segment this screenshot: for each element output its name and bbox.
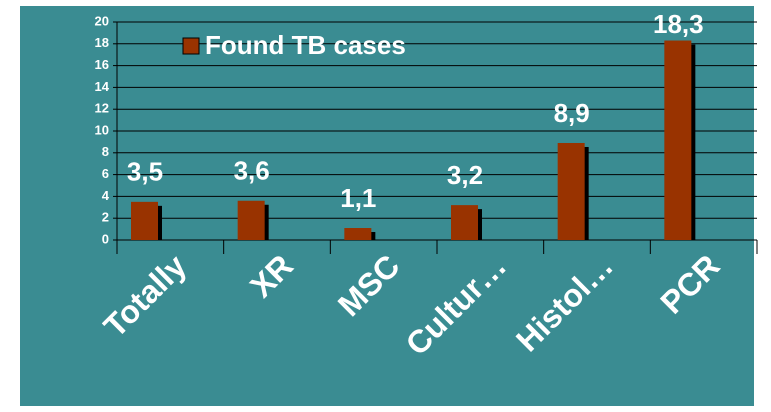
legend-label: Found TB cases [205,30,406,60]
y-tick-label: 8 [102,144,109,159]
bar [664,40,692,240]
bar [237,200,265,240]
y-tick-label: 0 [102,231,109,246]
value-label: 3,2 [447,160,483,190]
value-label: 3,6 [234,156,270,186]
value-label: 3,5 [127,157,163,187]
bar [131,201,158,240]
y-tick-label: 18 [95,35,109,50]
bar [557,142,585,240]
value-label: 18,3 [653,9,704,39]
y-tick-label: 6 [102,166,109,181]
y-tick-label: 16 [95,57,109,72]
value-label: 1,1 [340,183,376,213]
y-tick-label: 4 [102,188,110,203]
y-tick-label: 12 [95,101,109,116]
y-tick-label: 20 [95,13,109,28]
bar [451,205,478,240]
y-tick-label: 10 [95,122,109,137]
legend-swatch [182,37,200,55]
bar [344,228,372,240]
value-label: 8,9 [554,98,590,128]
y-tick-label: 2 [102,210,109,225]
y-tick-label: 14 [95,79,110,94]
